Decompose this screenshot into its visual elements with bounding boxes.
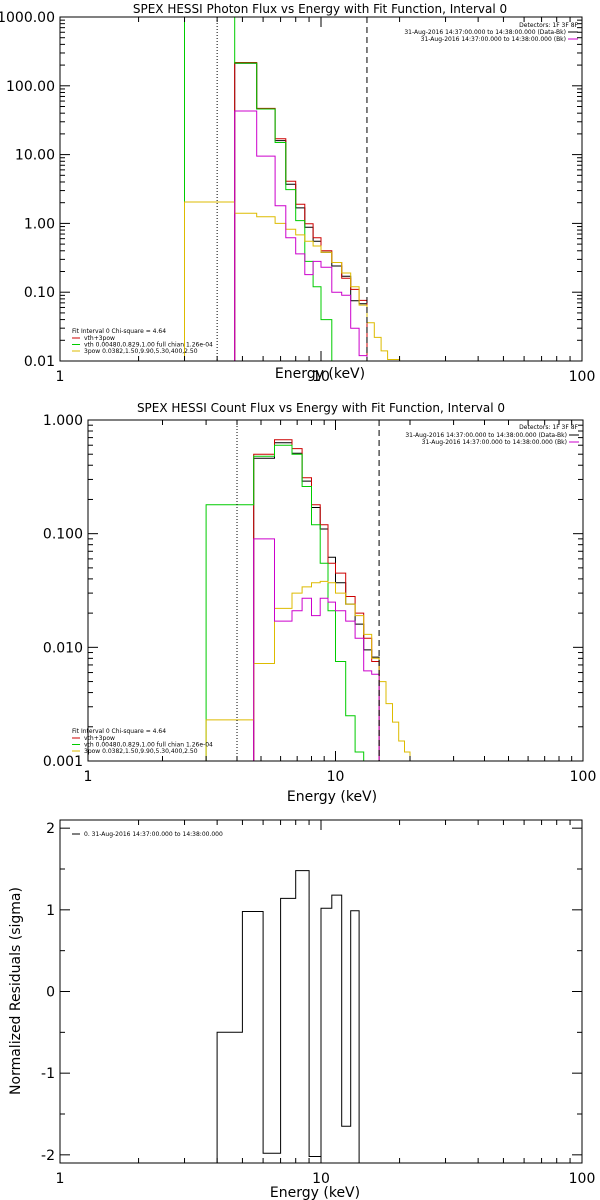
count-fit-title: Fit Interval 0 Chi-square = 4.64 xyxy=(72,728,166,735)
count-chart-title: SPEX HESSI Count Flux vs Energy with Fit… xyxy=(137,401,505,415)
residuals-y-tick-label: -2 xyxy=(41,1148,55,1164)
residuals-legend: 0. 31-Aug-2016 14:37:00.000 to 14:38:00.… xyxy=(72,831,223,838)
count-header-line: 31-Aug-2016 14:37:00.000 to 14:38:00.000… xyxy=(422,439,567,446)
residuals-y-axis-label: Normalized Residuals (sigma) xyxy=(8,887,24,1095)
count-x-tick-labels: 1 10 100 xyxy=(84,769,597,785)
photon-x-tick-labels: 1 10 100 xyxy=(56,369,596,385)
photon-y-tick-label: 100.00 xyxy=(6,79,55,95)
photon-x-tick-label: 10 xyxy=(312,369,330,385)
count-x-axis-label: Energy (keV) xyxy=(287,789,377,805)
photon-x-axis-label: Energy (keV) xyxy=(275,366,365,382)
photon-y-tick-label: 1000.00 xyxy=(0,10,55,26)
photon-series-total xyxy=(234,62,368,361)
photon-energy-markers xyxy=(216,17,368,361)
photon-header-line: 31-Aug-2016 14:37:00.000 to 14:38:00.000… xyxy=(421,36,566,43)
residuals-x-tick-label: 10 xyxy=(312,1171,330,1187)
photon-x-tick-label: 100 xyxy=(569,369,596,385)
photon-legend-entry: vth+3pow xyxy=(84,335,115,342)
count-x-tick-label: 100 xyxy=(570,769,597,785)
count-energy-markers xyxy=(236,420,380,761)
count-histograms xyxy=(205,439,411,761)
photon-header-legend: Detectors: 1F 3F 8F 31-Aug-2016 14:37:00… xyxy=(404,22,578,43)
photon-series-vth xyxy=(184,16,342,362)
photon-y-tick-labels: 0.01 0.10 1.00 10.00 100.00 1000.00 xyxy=(0,10,55,370)
photon-x-tick-label: 1 xyxy=(56,369,65,385)
residuals-y-tick-label: -1 xyxy=(41,1066,55,1082)
photon-detectors-label: Detectors: 1F 3F 8F xyxy=(519,22,578,29)
count-series-data xyxy=(253,442,380,761)
count-x-tick-label: 10 xyxy=(327,769,345,785)
count-flux-panel: SPEX HESSI Count Flux vs Energy with Fit… xyxy=(43,401,596,805)
count-y-tick-label: 0.001 xyxy=(43,754,83,770)
count-header-line: 31-Aug-2016 14:37:00.000 to 14:38:00.000… xyxy=(405,432,567,439)
photon-flux-panel: SPEX HESSI Photon Flux vs Energy with Fi… xyxy=(0,2,595,385)
count-y-tick-label: 1.000 xyxy=(43,413,83,429)
count-series-pow xyxy=(205,580,411,761)
residuals-legend-entry: 0. 31-Aug-2016 14:37:00.000 to 14:38:00.… xyxy=(84,831,223,838)
residuals-y-tick-label: 2 xyxy=(46,821,55,837)
photon-chart-title: SPEX HESSI Photon Flux vs Energy with Fi… xyxy=(133,2,507,16)
photon-legend-entry: 3pow 0.0382,1.50,9.90,5.30,400,2.50 xyxy=(84,348,198,355)
count-legend-entry: vth 0.00480,0.829,1.00 full chian 1.26e-… xyxy=(84,742,213,749)
photon-header-line: 31-Aug-2016 14:37:00.000 to 14:38:00.000… xyxy=(404,29,566,36)
count-series-total xyxy=(253,439,380,761)
count-fit-legend: Fit Interval 0 Chi-square = 4.64 vth+3po… xyxy=(72,728,213,755)
residuals-x-tick-label: 1 xyxy=(56,1171,65,1187)
count-legend-entry: vth+3pow xyxy=(84,735,115,742)
residuals-y-tick-labels: -2 -1 0 1 2 xyxy=(41,821,55,1164)
photon-fit-title: Fit Interval 0 Chi-square = 4.64 xyxy=(72,328,166,335)
count-header-legend: Detectors: 1F 3F 8F 31-Aug-2016 14:37:00… xyxy=(405,424,579,446)
photon-fit-legend: Fit Interval 0 Chi-square = 4.64 vth+3po… xyxy=(72,328,213,355)
photon-y-tick-label: 0.01 xyxy=(24,354,55,370)
photon-legend-entry: vth 0.00480,0.829,1.00 full chian 1.26e-… xyxy=(84,342,213,349)
photon-series-data xyxy=(234,62,368,361)
residuals-x-tick-label: 100 xyxy=(569,1171,596,1187)
photon-series-bk xyxy=(234,110,368,361)
count-y-tick-labels: 0.001 0.010 0.100 1.000 xyxy=(43,413,83,770)
photon-y-tick-label: 0.10 xyxy=(24,285,55,301)
count-x-tick-label: 1 xyxy=(84,769,93,785)
count-detectors-label: Detectors: 1F 3F 8F xyxy=(519,424,578,431)
count-y-tick-label: 0.100 xyxy=(43,527,83,543)
residuals-y-tick-label: 0 xyxy=(46,985,55,1001)
photon-y-tick-label: 1.00 xyxy=(24,216,55,232)
residuals-axis-ticks xyxy=(60,820,582,1163)
residuals-x-tick-labels: 1 10 100 xyxy=(56,1171,596,1187)
count-y-tick-label: 0.010 xyxy=(43,640,83,656)
residuals-x-axis-label: Energy (keV) xyxy=(270,1185,360,1200)
count-series-vth xyxy=(205,444,365,761)
residuals-histogram xyxy=(216,870,360,1163)
count-axis-ticks xyxy=(88,420,583,761)
residuals-series-resid xyxy=(216,870,360,1163)
count-series-bk xyxy=(253,538,380,761)
photon-y-tick-label: 10.00 xyxy=(15,148,55,164)
count-legend-entry: 3pow 0.0382,1.50,9.90,5.30,400,2.50 xyxy=(84,748,198,755)
residuals-y-tick-label: 1 xyxy=(46,903,55,919)
residuals-panel: -2 -1 0 1 2 1 10 100 Energy (keV) Normalized R… xyxy=(8,819,596,1200)
